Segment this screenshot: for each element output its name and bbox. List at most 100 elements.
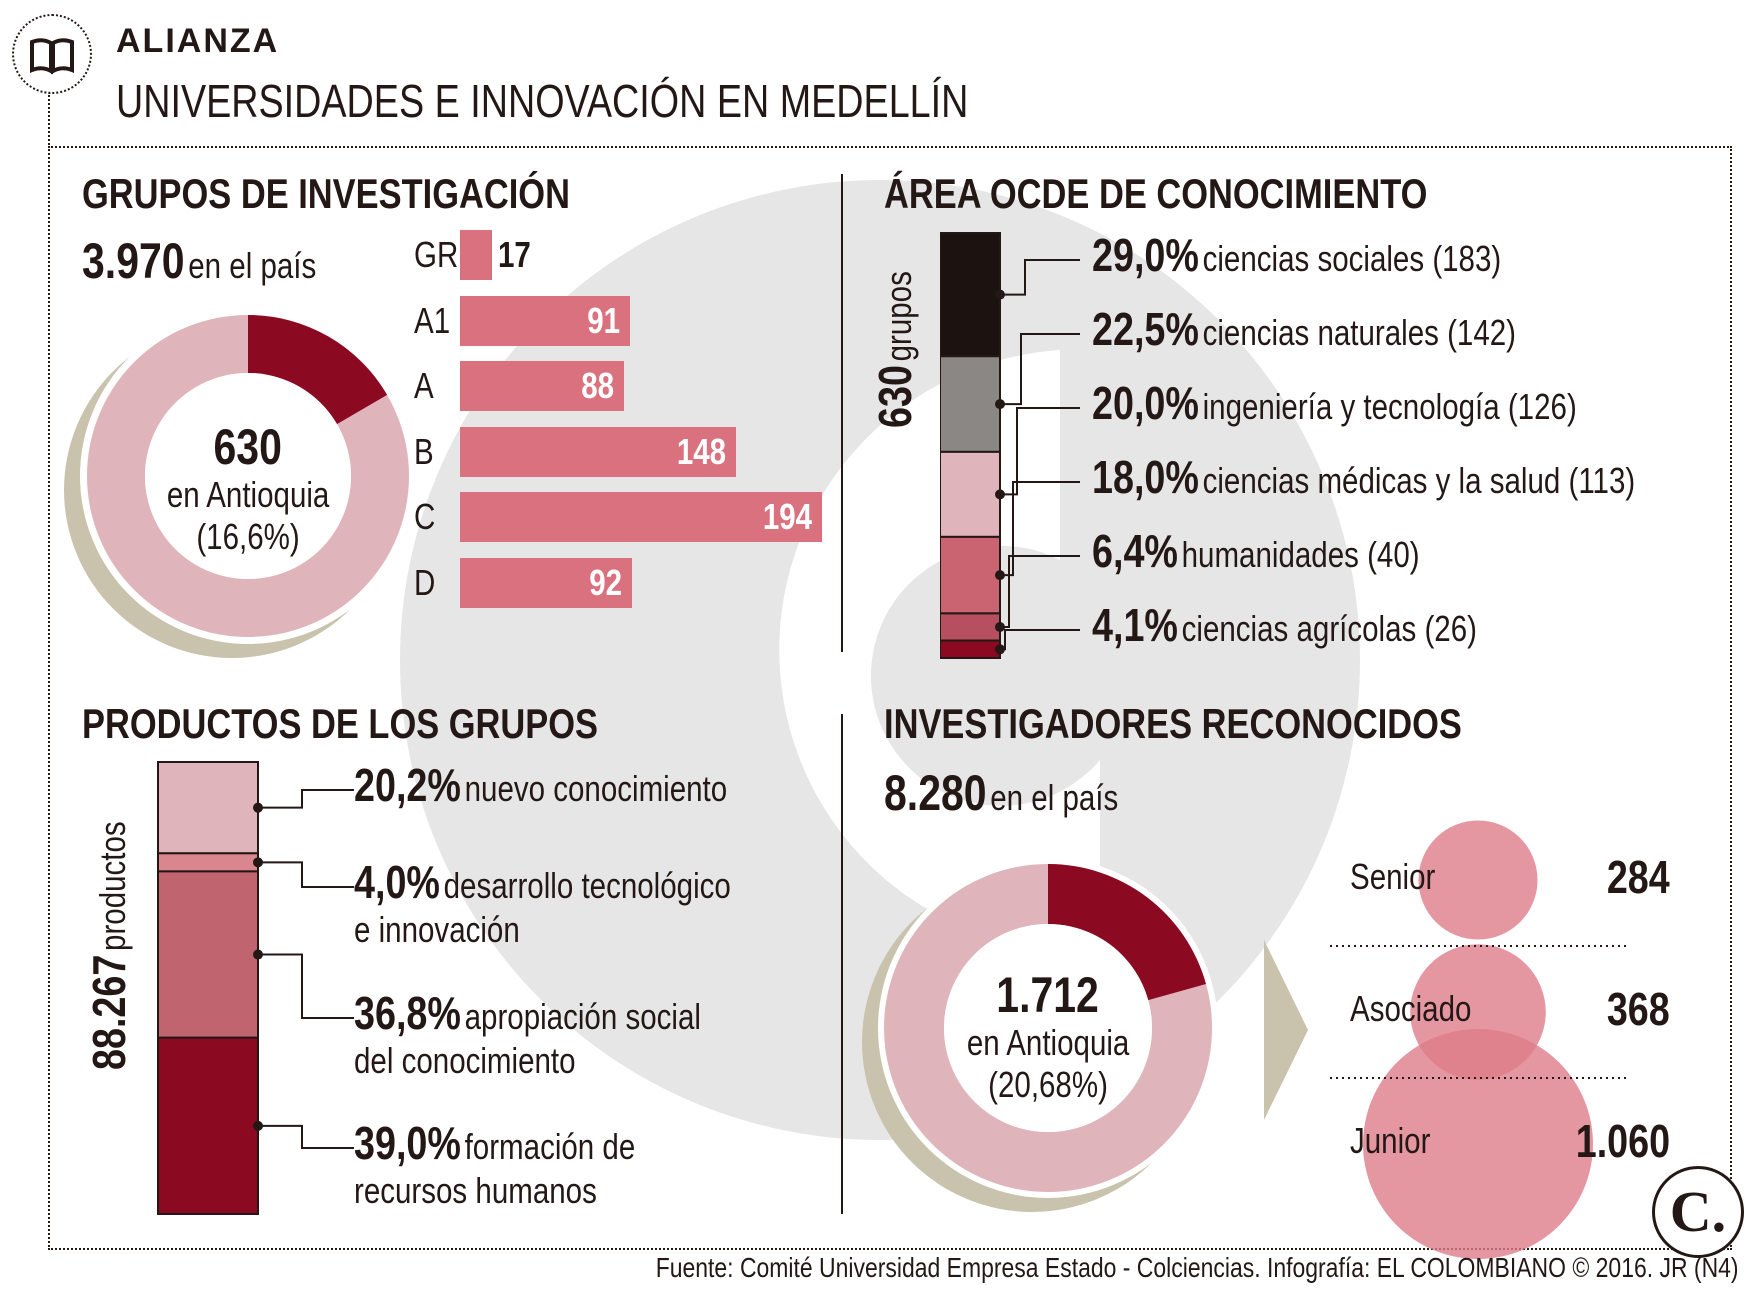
product-item-line1: nuevo conocimiento: [464, 768, 728, 809]
area-connector-line: [1000, 629, 1080, 651]
products-axis-text: productos: [92, 821, 133, 951]
researchers-title: INVESTIGADORES RECONOCIDOS: [884, 700, 1589, 748]
area-segment: [940, 639, 1001, 660]
bar-category-label: D: [414, 561, 436, 603]
area-segment: [940, 612, 1001, 642]
divider-top: [841, 174, 843, 652]
area-item: 18,0% ciencias médicas y la salud (113): [1092, 450, 1754, 504]
researchers-country-text: en el país: [990, 777, 1119, 818]
products-stacked-chart: [157, 761, 354, 1215]
bar-b: [460, 426, 737, 477]
groups-donut-pct: (16,6%): [196, 516, 300, 557]
source-credit: Fuente: Comité Universidad Empresa Estad…: [418, 1252, 1739, 1284]
researchers-donut-label: 1.712 en Antioquia (20,68%): [948, 968, 1148, 1106]
area-segment: [940, 535, 1001, 615]
page-title-text: UNIVERSIDADES E INNOVACIÓN EN MEDELLÍN: [116, 75, 969, 127]
researchers-donut-pct: (20,68%): [988, 1064, 1108, 1105]
bar-a1: [460, 295, 630, 346]
content-frame: [48, 146, 1732, 1250]
product-item-line1: formación de: [464, 1126, 636, 1167]
page-title: UNIVERSIDADES E INNOVACIÓN EN MEDELLÍN: [116, 74, 1155, 128]
area-item-pct: 4,1%: [1092, 599, 1178, 651]
bar-value-label: 91: [586, 299, 620, 341]
level-circle: [1418, 820, 1538, 940]
bar-value-label: 92: [588, 561, 622, 603]
researchers-title-text: INVESTIGADORES RECONOCIDOS: [884, 700, 1462, 747]
bar-gr: [460, 230, 492, 280]
areas-stacked-chart: [940, 232, 1080, 660]
products-labels: 20,2% nuevo conocimiento 4,0% desarrollo …: [354, 758, 834, 1220]
groups-donut-antioquia: [248, 315, 388, 425]
area-item-desc: humanidades (40): [1181, 534, 1420, 575]
products-axis-label: 88.267 productos: [82, 767, 136, 1070]
product-item-pct: 39,0%: [354, 1117, 461, 1169]
areas-labels: 29,0% ciencias sociales (183) 22,5% cienc…: [1092, 228, 1754, 670]
area-item: 20,0% ingeniería y tecnología (126): [1092, 376, 1683, 430]
area-item-desc: ciencias naturales (142): [1202, 312, 1517, 353]
product-item-line2: recursos humanos: [354, 1170, 597, 1211]
area-segment: [940, 450, 1001, 538]
product-item-pct: 20,2%: [354, 759, 461, 811]
product-item-pct: 4,0%: [354, 856, 440, 908]
divider-bottom: [841, 714, 843, 1214]
area-item: 4,1% ciencias agrícolas (26): [1092, 598, 1561, 652]
bar-category-label: B: [414, 430, 434, 472]
bar-c: [460, 492, 822, 542]
groups-donut-text: en Antioquia: [166, 474, 330, 515]
area-item: 29,0% ciencias sociales (183): [1092, 228, 1591, 282]
bar-a: [460, 361, 625, 411]
groups-donut-value: 630: [213, 419, 283, 475]
area-item-desc: ciencias médicas y la salud (113): [1202, 460, 1636, 501]
bar-value-label: 194: [762, 496, 812, 537]
groups-country: 3.970 en el país: [82, 232, 368, 290]
area-connector-line: [1000, 407, 1080, 496]
groups-country-total: 3.970: [82, 233, 185, 289]
area-connector-line: [1000, 555, 1080, 628]
area-item-pct: 18,0%: [1092, 451, 1199, 503]
product-item-line1: desarrollo tecnológico: [443, 865, 731, 906]
areas-title: ÁREA OCDE DE CONOCIMIENTO: [884, 170, 1547, 218]
product-item-line1: apropiación social: [464, 996, 701, 1037]
bar-value-label: 88: [581, 365, 615, 406]
areas-title-text: ÁREA OCDE DE CONOCIMIENTO: [884, 170, 1428, 217]
researchers-donut-value: 1.712: [996, 967, 1100, 1023]
bar-category-label: GR: [414, 234, 459, 275]
groups-title: GRUPOS DE INVESTIGACIÓN: [82, 170, 677, 218]
groups-country-text: en el país: [188, 245, 317, 286]
researchers-donut-antioquia: [1048, 864, 1206, 1001]
area-segment: [940, 232, 1001, 358]
kicker: ALIANZA: [116, 22, 280, 60]
level-value: 368: [1607, 983, 1670, 1035]
product-item: 20,2% nuevo conocimiento: [354, 758, 809, 854]
areas-axis-text: grupos: [878, 271, 919, 362]
header-connector: [48, 92, 50, 148]
area-item-pct: 6,4%: [1092, 525, 1178, 577]
product-item: 39,0% formación de recursos humanos: [354, 1116, 697, 1212]
researchers-donut-text: en Antioquia: [966, 1022, 1130, 1063]
bar-value-label: 148: [676, 430, 727, 472]
logo-badge: [1652, 1166, 1744, 1258]
product-segment: [157, 852, 259, 873]
product-connector-line: [258, 1124, 354, 1149]
product-item-pct: 36,8%: [354, 987, 461, 1039]
book-icon: [12, 14, 92, 94]
researcher-level-labels: Senior 284 Asociado 368 Junior 1.060: [1350, 800, 1670, 1240]
area-item-desc: ingeniería y tecnología (126): [1202, 386, 1577, 427]
product-connector-line: [258, 789, 354, 809]
bar-category-label: C: [414, 496, 436, 537]
product-item: 4,0% desarrollo tecnológico e innovación: [354, 855, 814, 951]
area-item-pct: 29,0%: [1092, 229, 1199, 281]
groups-title-text: GRUPOS DE INVESTIGACIÓN: [82, 170, 570, 217]
product-item: 36,8% apropiación social del conocimiento: [354, 986, 777, 1082]
product-item-line2: e innovación: [354, 909, 520, 950]
areas-axis-value: 630: [869, 365, 921, 428]
groups-donut: [64, 310, 416, 658]
product-item-line2: del conocimiento: [354, 1040, 576, 1081]
product-segment: [157, 761, 259, 855]
area-item-desc: ciencias sociales (183): [1202, 238, 1502, 279]
bar-category-label: A1: [414, 299, 451, 341]
source-text: Fuente: Comité Universidad Empresa Estad…: [656, 1252, 1739, 1283]
bar-d: [460, 557, 632, 608]
product-segment: [157, 1036, 259, 1215]
area-connector-line: [1000, 259, 1080, 296]
